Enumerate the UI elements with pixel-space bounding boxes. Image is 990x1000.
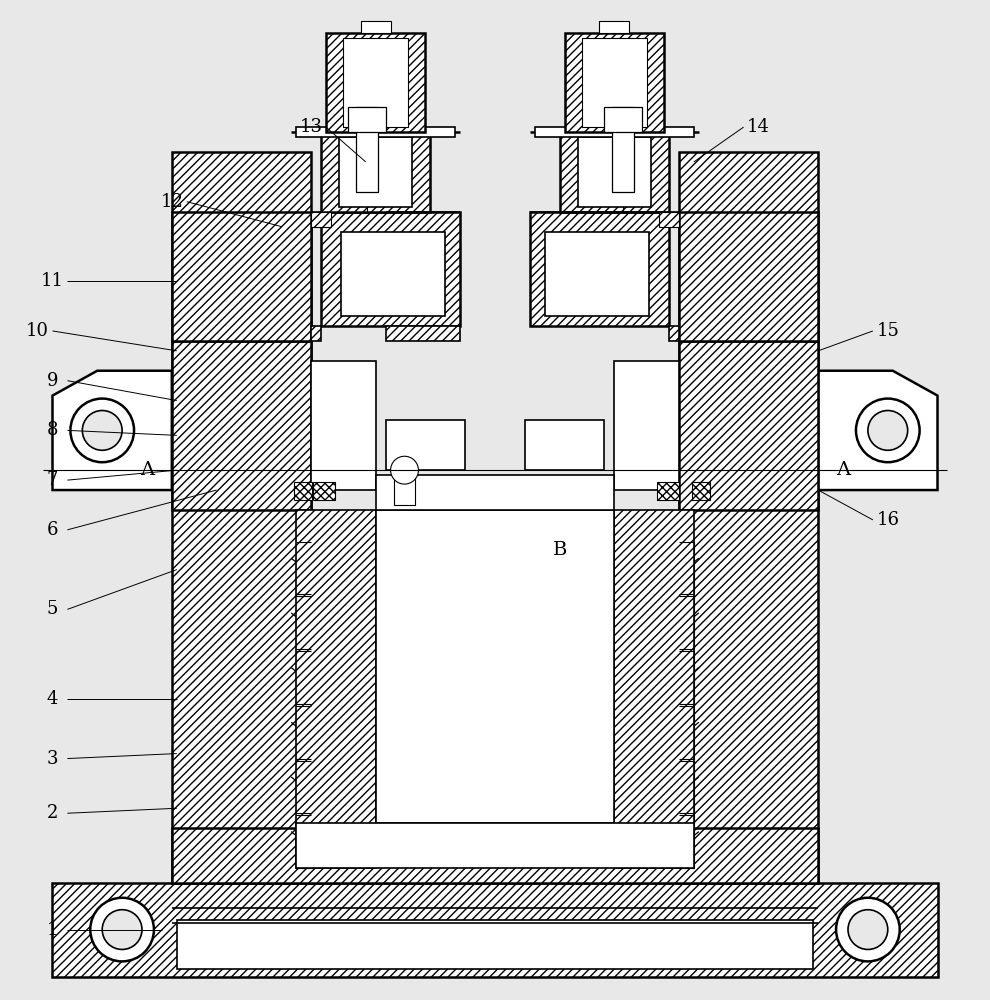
Bar xyxy=(659,212,679,227)
Bar xyxy=(679,212,818,341)
Bar xyxy=(544,232,649,316)
Bar xyxy=(535,127,694,137)
Text: 2: 2 xyxy=(47,804,58,822)
Bar xyxy=(339,137,413,207)
Bar xyxy=(599,21,630,33)
Bar xyxy=(296,596,311,649)
Text: 14: 14 xyxy=(747,118,770,136)
Bar xyxy=(530,212,669,326)
Bar xyxy=(296,651,311,704)
Text: 1: 1 xyxy=(47,921,58,939)
Text: 7: 7 xyxy=(47,471,58,489)
Text: B: B xyxy=(552,541,567,559)
Circle shape xyxy=(856,399,920,462)
Circle shape xyxy=(391,456,419,484)
Bar xyxy=(177,920,813,969)
Bar xyxy=(669,326,679,341)
Bar xyxy=(679,815,694,868)
Bar xyxy=(375,510,615,823)
Circle shape xyxy=(868,411,908,450)
Text: 13: 13 xyxy=(300,118,323,136)
Bar xyxy=(326,33,426,132)
Bar xyxy=(679,651,694,704)
Bar xyxy=(615,510,694,868)
Bar xyxy=(386,420,465,470)
Bar xyxy=(375,475,615,510)
Bar xyxy=(355,107,377,192)
Polygon shape xyxy=(52,371,172,490)
Text: 3: 3 xyxy=(47,750,58,768)
Bar xyxy=(321,132,431,212)
Bar xyxy=(313,482,335,500)
Bar xyxy=(559,132,669,212)
Bar xyxy=(311,361,375,490)
Text: 16: 16 xyxy=(876,511,899,529)
Bar xyxy=(525,420,604,470)
Text: A: A xyxy=(836,461,850,479)
Circle shape xyxy=(837,898,900,961)
Text: 5: 5 xyxy=(47,600,58,618)
Bar xyxy=(172,341,311,510)
Bar xyxy=(615,361,679,490)
Bar xyxy=(296,127,455,137)
Circle shape xyxy=(848,910,888,949)
Bar xyxy=(604,107,643,132)
Text: 10: 10 xyxy=(26,322,50,340)
Bar xyxy=(394,470,416,505)
Text: 6: 6 xyxy=(47,521,58,539)
Circle shape xyxy=(82,411,122,450)
Text: 9: 9 xyxy=(47,372,58,390)
Bar xyxy=(360,21,391,33)
Bar xyxy=(52,883,938,977)
Polygon shape xyxy=(818,371,938,490)
Text: 11: 11 xyxy=(41,272,64,290)
Bar xyxy=(294,482,312,500)
Bar xyxy=(679,341,818,510)
Bar xyxy=(581,38,647,127)
Circle shape xyxy=(70,399,134,462)
Bar xyxy=(386,326,460,341)
Bar xyxy=(613,107,635,192)
Bar xyxy=(347,107,386,132)
Text: A: A xyxy=(140,461,154,479)
Bar xyxy=(296,706,311,759)
Bar xyxy=(172,828,818,883)
Bar xyxy=(679,596,694,649)
Bar xyxy=(343,38,409,127)
Text: 12: 12 xyxy=(160,193,183,211)
Circle shape xyxy=(90,898,153,961)
Bar xyxy=(679,706,694,759)
Bar xyxy=(296,815,311,868)
Bar xyxy=(564,33,664,132)
Bar xyxy=(172,212,311,341)
Circle shape xyxy=(102,910,142,949)
Bar xyxy=(296,542,311,594)
Bar xyxy=(341,232,446,316)
Bar xyxy=(296,510,375,868)
Bar xyxy=(172,152,311,883)
Bar xyxy=(657,482,679,500)
Bar xyxy=(577,137,651,207)
Bar xyxy=(692,482,710,500)
Text: 8: 8 xyxy=(47,421,58,439)
Bar xyxy=(296,823,694,868)
Text: 15: 15 xyxy=(876,322,899,340)
Bar xyxy=(296,761,311,813)
Text: 4: 4 xyxy=(47,690,58,708)
Bar xyxy=(679,152,818,883)
Bar xyxy=(679,542,694,594)
Bar xyxy=(679,761,694,813)
Bar xyxy=(321,212,460,326)
Bar xyxy=(311,212,331,227)
Bar xyxy=(311,326,321,341)
